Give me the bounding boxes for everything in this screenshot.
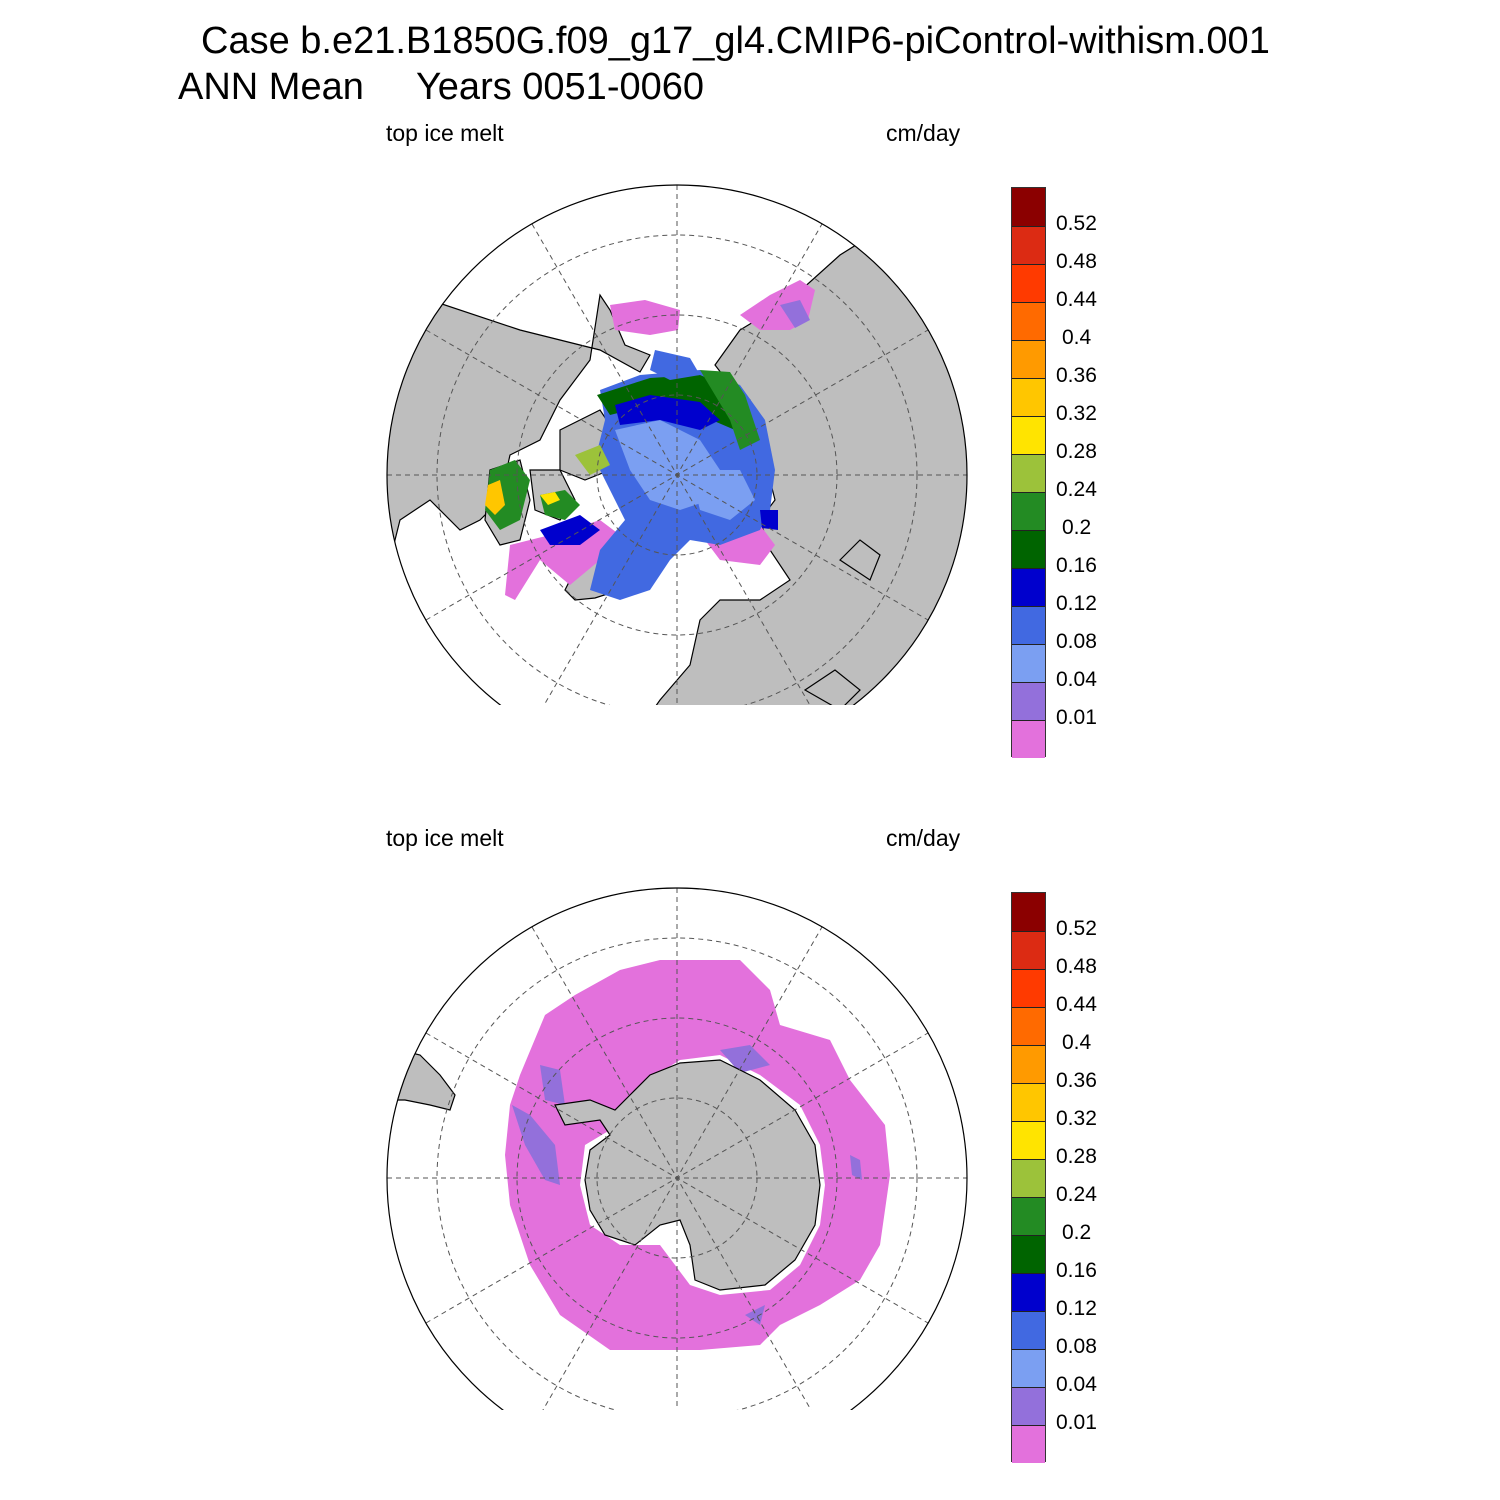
colorbar-tick-label: 0.52: [1056, 212, 1097, 235]
colorbar-swatch: [1012, 1273, 1045, 1311]
colorbar-swatch: [1012, 1235, 1045, 1273]
colorbar-swatch: [1012, 1045, 1045, 1083]
colorbar-swatch: [1012, 682, 1045, 720]
colorbar: [1011, 892, 1046, 1463]
colorbar-tick-label: 0.16: [1056, 554, 1097, 577]
colorbar-swatch: [1012, 416, 1045, 454]
colorbar-swatch: [1012, 568, 1045, 606]
colorbar-swatch: [1012, 1197, 1045, 1235]
colorbar-swatch: [1012, 720, 1045, 758]
colorbar-tick-label: 0.2: [1062, 1221, 1092, 1244]
colorbar-swatch: [1012, 226, 1045, 264]
colorbar: [1011, 187, 1046, 758]
colorbar-tick-label: 0.01: [1056, 706, 1097, 729]
colorbar-swatch: [1012, 893, 1045, 931]
colorbar-tick-label: 0.08: [1056, 1335, 1097, 1358]
colorbar-tick-label: 0.04: [1056, 1373, 1097, 1396]
colorbar-tick-label: 0.28: [1056, 440, 1097, 463]
colorbar-swatch: [1012, 1349, 1045, 1387]
sea-ice-ring: [505, 960, 890, 1350]
arctic-polar-map: [386, 184, 968, 705]
units-label: cm/day: [886, 825, 961, 851]
units-label: cm/day: [886, 120, 961, 146]
colorbar-tick-label: 0.36: [1056, 1069, 1097, 1092]
colorbar-tick-label: 0.01: [1056, 1411, 1097, 1434]
colorbar-tick-label: 0.12: [1056, 1297, 1097, 1320]
colorbar-swatch: [1012, 931, 1045, 969]
colorbar-swatch: [1012, 1007, 1045, 1045]
colorbar-swatch: [1012, 1387, 1045, 1425]
colorbar-tick-label: 0.12: [1056, 592, 1097, 615]
antarctic-polar-map: [386, 887, 968, 1410]
colorbar-swatch: [1012, 188, 1045, 226]
colorbar-swatch: [1012, 1121, 1045, 1159]
colorbar-swatch: [1012, 302, 1045, 340]
colorbar-swatch: [1012, 1311, 1045, 1349]
colorbar-tick-label: 0.32: [1056, 1107, 1097, 1130]
graticule: [387, 888, 967, 1410]
colorbar-tick-label: 0.08: [1056, 630, 1097, 653]
variable-label: top ice melt: [386, 825, 504, 851]
figure-title-line1: Case b.e21.B1850G.f09_g17_gl4.CMIP6-piCo…: [201, 20, 1270, 62]
colorbar-tick-label: 0.52: [1056, 917, 1097, 940]
map-boundary: [386, 887, 968, 1410]
colorbar-tick-label: 0.36: [1056, 364, 1097, 387]
colorbar-swatch: [1012, 454, 1045, 492]
colorbar-tick-label: 0.4: [1062, 1031, 1092, 1054]
colorbar-swatch: [1012, 1083, 1045, 1121]
ice-melt-patches: [512, 1045, 862, 1325]
colorbar-tick-label: 0.24: [1056, 478, 1097, 501]
antarctica: [554, 1059, 821, 1291]
panel-south: top ice melt cm/day: [0, 705, 1500, 1463]
variable-label: top ice melt: [386, 120, 504, 146]
colorbar-swatch: [1012, 644, 1045, 682]
map-boundary: [386, 184, 968, 705]
colorbar-tick-label: 0.2: [1062, 516, 1092, 539]
colorbar-swatch: [1012, 340, 1045, 378]
colorbar-swatch: [1012, 969, 1045, 1007]
colorbar-swatch: [1012, 1159, 1045, 1197]
colorbar-tick-label: 0.44: [1056, 993, 1097, 1016]
colorbar-tick-label: 0.32: [1056, 402, 1097, 425]
graticule: [387, 185, 967, 705]
colorbar-tick-label: 0.4: [1062, 326, 1092, 349]
colorbar-swatch: [1012, 378, 1045, 416]
colorbar-swatch: [1012, 1425, 1045, 1463]
colorbar-tick-label: 0.04: [1056, 668, 1097, 691]
colorbar-tick-label: 0.48: [1056, 250, 1097, 273]
colorbar-tick-label: 0.16: [1056, 1259, 1097, 1282]
colorbar-swatch: [1012, 264, 1045, 302]
figure-title-line2: ANN Mean Years 0051-0060: [178, 66, 705, 108]
colorbar-tick-label: 0.28: [1056, 1145, 1097, 1168]
colorbar-swatch: [1012, 606, 1045, 644]
colorbar-tick-label: 0.48: [1056, 955, 1097, 978]
colorbar-tick-label: 0.24: [1056, 1183, 1097, 1206]
panel-north: top ice melt cm/day: [0, 0, 1500, 758]
colorbar-swatch: [1012, 530, 1045, 568]
colorbar-tick-label: 0.44: [1056, 288, 1097, 311]
colorbar-swatch: [1012, 492, 1045, 530]
